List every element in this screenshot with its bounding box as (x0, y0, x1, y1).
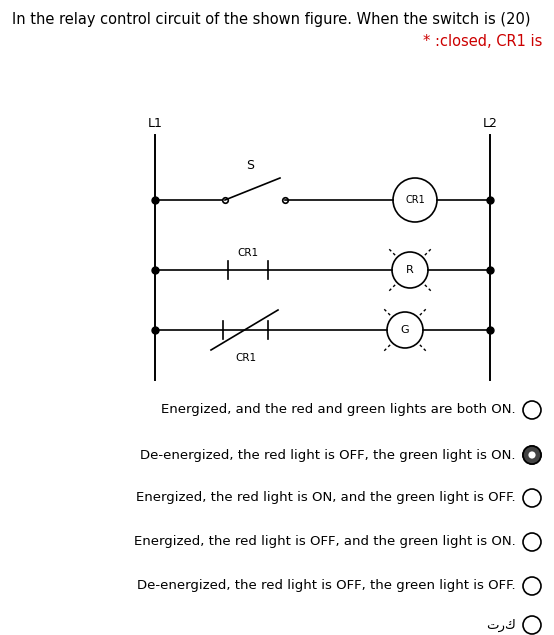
Text: De-energized, the red light is OFF, the green light is OFF.: De-energized, the red light is OFF, the … (137, 580, 516, 592)
Text: L2: L2 (483, 117, 497, 130)
Text: ترك: ترك (486, 618, 516, 632)
Text: Energized, the red light is OFF, and the green light is ON.: Energized, the red light is OFF, and the… (134, 535, 516, 549)
Text: R: R (406, 265, 414, 275)
Text: CR1: CR1 (405, 195, 425, 205)
Text: De-energized, the red light is OFF, the green light is ON.: De-energized, the red light is OFF, the … (141, 448, 516, 462)
Text: L1: L1 (147, 117, 162, 130)
Circle shape (523, 446, 541, 464)
Text: In the relay control circuit of the shown figure. When the switch is (20): In the relay control circuit of the show… (12, 12, 531, 27)
Text: CR1: CR1 (235, 353, 256, 363)
Text: S: S (246, 159, 254, 172)
Text: * :closed, CR1 is: * :closed, CR1 is (423, 34, 542, 49)
Text: G: G (401, 325, 409, 335)
Text: Energized, and the red and green lights are both ON.: Energized, and the red and green lights … (161, 403, 516, 417)
Text: Energized, the red light is ON, and the green light is OFF.: Energized, the red light is ON, and the … (136, 491, 516, 504)
Text: CR1: CR1 (238, 248, 259, 258)
Circle shape (529, 451, 536, 458)
